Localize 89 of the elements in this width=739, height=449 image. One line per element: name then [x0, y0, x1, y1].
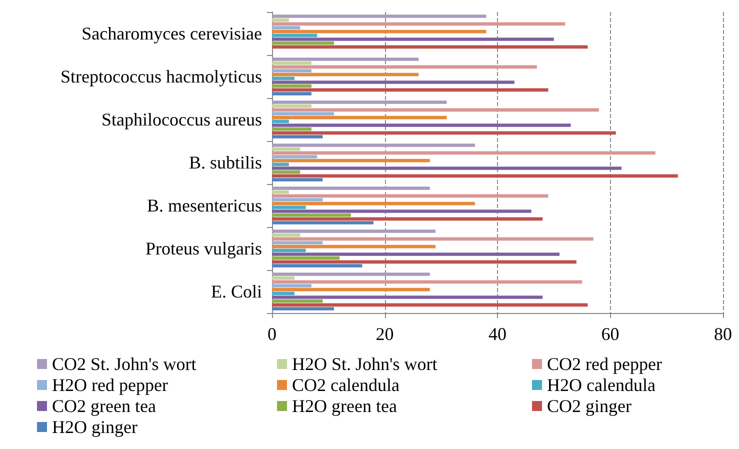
- bar: [272, 292, 295, 296]
- legend-label: CO2 red pepper: [547, 354, 662, 374]
- bar: [272, 166, 622, 170]
- bar: [272, 303, 588, 307]
- bar: [272, 170, 300, 174]
- bar: [272, 45, 588, 49]
- bar: [272, 61, 312, 65]
- bar: [272, 22, 566, 26]
- y-tick-label: B. subtilis: [188, 152, 262, 172]
- bar: [272, 80, 514, 84]
- bar: [272, 151, 656, 155]
- bar: [272, 190, 289, 194]
- bar: [272, 178, 323, 182]
- y-tick-label: Streptococcus hacmolyticus: [60, 66, 262, 86]
- bar: [272, 72, 419, 76]
- bar: [272, 264, 362, 268]
- bar: [272, 276, 295, 280]
- legend-label: H2O ginger: [52, 417, 138, 437]
- legend-label: H2O red pepper: [52, 375, 168, 395]
- bar: [272, 30, 486, 34]
- y-tick-label: Sacharomyces cerevisiae: [82, 24, 262, 44]
- bar: [272, 76, 295, 80]
- bar: [272, 18, 289, 22]
- bar: [272, 162, 289, 166]
- bar: [272, 41, 334, 45]
- bar: [272, 69, 312, 72]
- bar: [272, 116, 447, 120]
- bar: [272, 230, 436, 233]
- bar: [272, 237, 594, 241]
- legend-label: CO2 St. John's wort: [52, 354, 196, 374]
- bar: [272, 58, 419, 61]
- bar: [272, 210, 532, 213]
- bar: [272, 280, 582, 284]
- bar: [272, 213, 351, 217]
- legend-label: CO2 calendula: [292, 375, 400, 395]
- bar: [272, 88, 548, 92]
- bar: [272, 194, 548, 198]
- x-tick-label: 60: [601, 324, 620, 344]
- legend-label: H2O calendula: [547, 375, 656, 395]
- bar: [272, 127, 312, 131]
- bar: [272, 217, 543, 221]
- bar: [272, 241, 323, 244]
- bar: [272, 120, 289, 124]
- bar: [272, 104, 312, 108]
- bar: [272, 174, 678, 178]
- bar: [272, 144, 475, 147]
- bar: [272, 198, 323, 202]
- bar: [272, 206, 306, 210]
- bar: [272, 296, 543, 299]
- bar: [272, 202, 475, 206]
- x-tick-label: 40: [488, 324, 506, 344]
- bar: [272, 260, 576, 264]
- bar: [272, 288, 430, 292]
- bar: [272, 108, 599, 112]
- bar: [272, 26, 300, 30]
- bar: [272, 272, 430, 276]
- bar: [272, 221, 374, 224]
- bar: [272, 186, 430, 190]
- bar: [272, 131, 616, 135]
- x-tick-label: 20: [376, 324, 394, 344]
- bar: [272, 284, 312, 288]
- x-tick-label: 80: [714, 324, 732, 344]
- bar: [272, 307, 334, 310]
- y-tick-label: B. mesentericus: [147, 196, 262, 216]
- bar: [272, 135, 323, 138]
- y-tick-label: E. Coli: [210, 282, 262, 302]
- bar: [272, 248, 306, 252]
- bar: [272, 155, 318, 158]
- bar: [272, 158, 430, 162]
- bar: [272, 112, 334, 116]
- bar: [272, 100, 447, 104]
- legend-label: CO2 ginger: [547, 396, 632, 416]
- bar: [272, 65, 537, 69]
- x-tick-label: 0: [268, 324, 276, 344]
- bar: [272, 252, 560, 256]
- bar: [272, 124, 571, 127]
- y-tick-label: Staphilococcus aureus: [102, 110, 262, 130]
- bar: [272, 244, 436, 248]
- bar: [272, 84, 312, 88]
- y-tick-label: Proteus vulgaris: [146, 238, 262, 258]
- bar: [272, 34, 318, 38]
- bar: [272, 92, 312, 96]
- legend-label: H2O green tea: [292, 396, 397, 416]
- legend-label: H2O St. John's wort: [292, 354, 438, 374]
- legend-label: CO2 green tea: [52, 396, 156, 416]
- bar: [272, 14, 486, 18]
- bar: [272, 299, 323, 303]
- bar: [272, 38, 554, 41]
- bar: [272, 256, 340, 260]
